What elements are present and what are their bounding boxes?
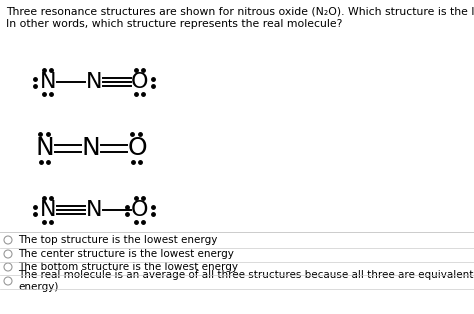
Text: N: N [86,72,102,92]
Text: The bottom structure is the lowest energy: The bottom structure is the lowest energ… [18,262,238,272]
Text: The center structure is the lowest energy: The center structure is the lowest energ… [18,249,234,259]
Text: N: N [82,136,100,160]
Text: Three resonance structures are shown for nitrous oxide (N₂O). Which structure is: Three resonance structures are shown for… [6,7,474,17]
Text: The real molecule is an average of all three structures because all three are eq: The real molecule is an average of all t… [18,270,474,292]
Text: In other words, which structure represents the real molecule?: In other words, which structure represen… [6,19,342,29]
Text: O: O [131,200,149,220]
Text: O: O [131,72,149,92]
Text: N: N [40,200,56,220]
Text: N: N [86,200,102,220]
Text: O: O [127,136,147,160]
Text: N: N [36,136,55,160]
Text: The top structure is the lowest energy: The top structure is the lowest energy [18,235,218,245]
Text: N: N [40,72,56,92]
